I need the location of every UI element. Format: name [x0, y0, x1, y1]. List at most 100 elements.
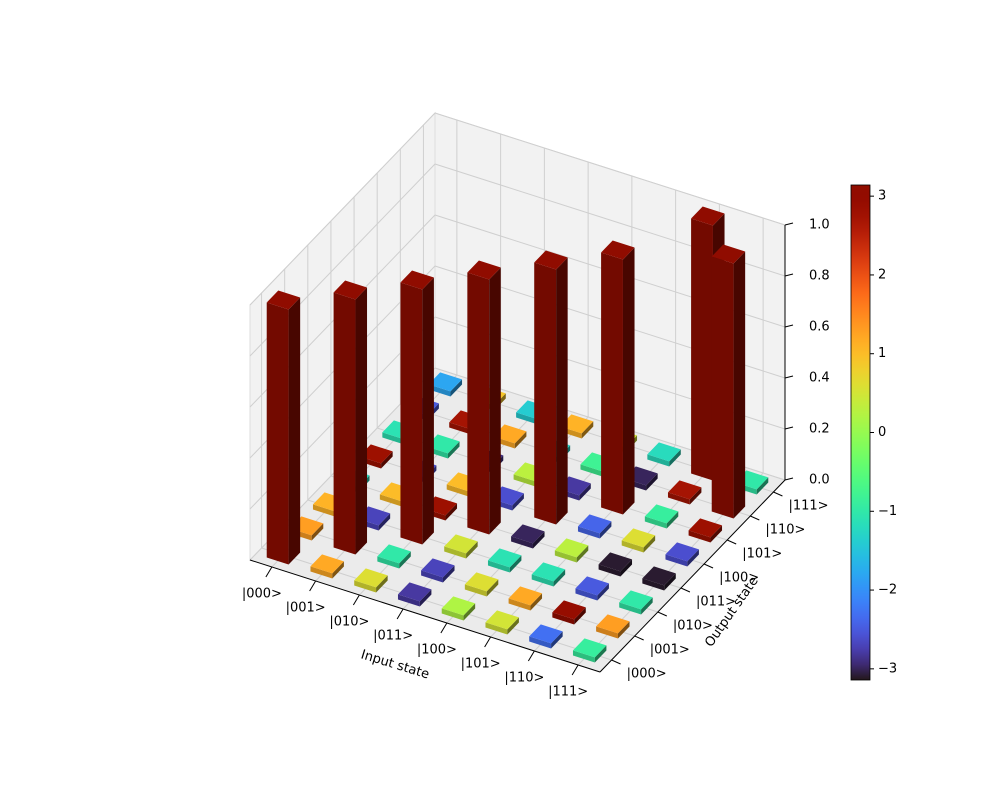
bar-top: [577, 514, 612, 534]
bar-side: [381, 451, 393, 469]
bar-side: [622, 247, 635, 515]
y-tick: [680, 587, 691, 593]
bar-side: [620, 559, 633, 577]
y-tick: [750, 515, 760, 521]
grid-line: [249, 112, 436, 306]
bar: [354, 568, 388, 593]
bar: [621, 528, 656, 553]
bar-front: [529, 636, 552, 649]
bar-side: [594, 645, 607, 663]
bar: [665, 542, 699, 567]
bar: [601, 240, 635, 515]
bar-front: [382, 432, 405, 445]
bar-side: [641, 597, 653, 615]
bar-front: [572, 650, 595, 663]
bar-side: [646, 473, 658, 491]
colorbar-tick-label: 0: [878, 425, 886, 440]
bar-front: [596, 626, 618, 639]
y-tick-label: |001>: [650, 643, 690, 658]
colorbar-tick-label: 3: [878, 189, 886, 204]
bar-side: [597, 583, 609, 601]
bar-front: [665, 554, 688, 567]
bar-front: [312, 504, 335, 517]
bar-top: [487, 548, 522, 568]
bar-side: [419, 589, 432, 607]
y-tick: [611, 659, 621, 665]
z-tick-label: 0.8: [809, 269, 830, 284]
bar: [711, 244, 746, 519]
bar-side: [581, 421, 594, 439]
x-tick-label: |000>: [242, 587, 282, 602]
bar: [487, 548, 522, 573]
bar: [333, 280, 368, 555]
bar: [619, 590, 653, 615]
bar-front: [446, 484, 469, 497]
bar-top: [400, 270, 434, 290]
bar: [428, 372, 463, 397]
y-tick: [726, 539, 737, 545]
bar-top: [572, 638, 607, 658]
bar-top: [428, 372, 463, 392]
bar: [266, 290, 301, 565]
bar: [310, 554, 344, 579]
z-tick: [784, 273, 794, 277]
bar: [596, 614, 630, 639]
y-tick-label: |100>: [719, 571, 759, 586]
z-tick-label: 0.6: [809, 320, 830, 335]
z-tick-label: 0.2: [809, 422, 830, 437]
bar: [577, 514, 612, 539]
bar-side: [556, 257, 568, 525]
bar-side: [617, 621, 630, 639]
bar-front: [575, 588, 598, 601]
bar: [444, 534, 478, 559]
bar-top: [665, 542, 699, 562]
bar-top: [266, 290, 301, 310]
bar-top: [310, 554, 344, 574]
bar-side: [489, 267, 501, 535]
bar-front: [691, 218, 713, 481]
x-tick-label: |111>: [548, 685, 588, 700]
bar-side: [450, 379, 463, 397]
x-tick: [265, 566, 273, 578]
bar-side: [355, 287, 368, 555]
bar-side: [733, 251, 746, 519]
bar-side: [574, 607, 586, 625]
bar-front: [354, 580, 377, 593]
bar-top: [377, 544, 411, 564]
x-tick: [440, 622, 448, 634]
bar: [667, 480, 702, 505]
z-tick: [784, 426, 794, 430]
bar-front: [464, 584, 487, 597]
bar: [572, 638, 607, 663]
bar-front: [601, 252, 623, 515]
colorbar-tick-label: −1: [878, 504, 897, 519]
bar-front: [513, 474, 536, 487]
bar-front: [516, 412, 538, 425]
y-tick-label: |000>: [627, 667, 667, 682]
bar-top: [441, 596, 476, 616]
bar: [467, 260, 501, 535]
colorbar-tick-label: 2: [878, 267, 886, 282]
bar-front: [621, 540, 644, 553]
bar: [529, 624, 563, 649]
bar: [642, 566, 676, 591]
bar-top: [644, 504, 679, 524]
bar-top: [688, 518, 723, 538]
bar-front: [554, 550, 577, 563]
x-axis-line: [249, 559, 601, 673]
z-tick: [784, 324, 794, 328]
y-tick: [657, 611, 668, 617]
bar-front: [400, 282, 423, 545]
bar-side: [463, 603, 476, 621]
bar: [426, 434, 460, 459]
bar-side: [710, 525, 723, 543]
bar-side: [579, 483, 591, 501]
bar-front: [598, 564, 621, 577]
bar-front: [310, 566, 333, 579]
bar: [644, 504, 679, 529]
y-axis-line: [599, 479, 786, 673]
bar-top: [598, 552, 633, 572]
bar-front: [667, 492, 690, 505]
bar-front: [580, 464, 603, 477]
colorbar-tick-label: 1: [878, 346, 886, 361]
